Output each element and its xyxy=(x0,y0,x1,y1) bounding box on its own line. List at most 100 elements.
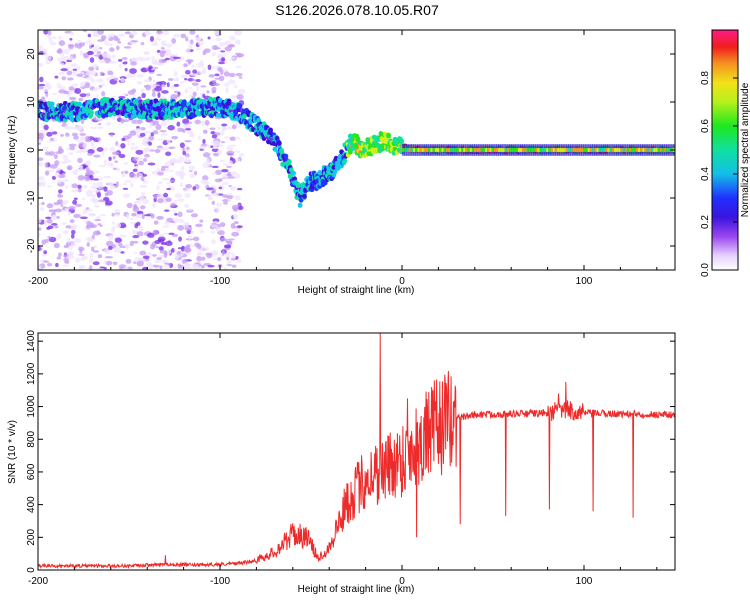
heatmap-cell xyxy=(88,66,95,71)
heatmap-cell xyxy=(89,213,97,217)
heatmap-cell xyxy=(211,148,219,153)
heatmap-cell xyxy=(605,148,609,152)
heatmap-cell xyxy=(153,220,159,225)
heatmap-cell xyxy=(44,162,49,168)
heatmap-cell xyxy=(51,214,58,220)
heatmap-cell xyxy=(454,148,458,152)
heatmap-cell xyxy=(163,252,168,258)
heatmap-cell xyxy=(661,148,665,152)
heatmap-cell xyxy=(47,140,53,143)
heatmap-cell xyxy=(76,73,83,77)
heatmap-cell xyxy=(98,199,106,203)
heatmap-cell xyxy=(426,148,430,152)
heatmap-cell xyxy=(182,118,190,125)
heatmap-cell xyxy=(65,185,69,189)
heatmap-cell xyxy=(58,199,63,204)
heatmap-cell xyxy=(136,198,140,201)
heatmap-cell xyxy=(64,260,70,264)
heatmap-cell xyxy=(156,185,160,191)
heatmap-cell xyxy=(234,31,238,36)
heatmap-cell xyxy=(139,205,146,210)
heatmap-cell xyxy=(215,132,221,136)
heatmap-cell xyxy=(124,179,132,183)
heatmap-cell xyxy=(204,119,210,126)
heatmap-cell xyxy=(43,250,48,255)
heatmap-cell xyxy=(96,126,104,130)
heatmap-cell xyxy=(150,56,155,60)
heatmap-cell xyxy=(77,101,82,107)
heatmap-cell xyxy=(157,92,161,98)
heatmap-cell xyxy=(176,121,181,127)
heatmap-cell xyxy=(108,43,114,47)
heatmap-cell xyxy=(203,247,210,251)
heatmap-cell xyxy=(633,148,637,152)
heatmap-cell xyxy=(572,148,576,152)
heatmap-cell xyxy=(63,244,69,249)
heatmap-cell xyxy=(195,223,203,228)
heatmap-cell xyxy=(234,136,241,140)
heatmap-cell xyxy=(484,148,488,152)
heatmap-cell xyxy=(58,40,66,47)
heatmap-cell xyxy=(583,148,587,152)
heatmap-cell xyxy=(135,145,139,148)
heatmap-cell xyxy=(611,148,615,152)
heatmap-cell xyxy=(103,186,108,192)
heatmap-cell xyxy=(38,246,41,251)
heatmap-cell xyxy=(226,98,232,104)
heatmap-cell xyxy=(184,203,190,208)
heatmap-cell xyxy=(71,183,79,189)
heatmap-cell xyxy=(49,41,57,46)
heatmap-cell xyxy=(87,50,94,56)
heatmap-cell xyxy=(206,90,210,94)
heatmap-cell xyxy=(561,148,565,152)
heatmap-cell xyxy=(143,51,149,56)
heatmap-cell xyxy=(214,73,220,77)
heatmap-cell xyxy=(513,148,517,152)
heatmap-cell xyxy=(115,213,120,217)
heatmap-cell xyxy=(172,78,179,82)
heatmap-cell xyxy=(434,148,438,152)
heatmap-cell xyxy=(234,195,241,201)
heatmap-cell xyxy=(286,158,292,165)
heatmap-cell xyxy=(602,148,606,152)
heatmap-cell xyxy=(563,148,567,152)
snr-y-tick-label: 0 xyxy=(26,567,37,573)
heatmap-cell xyxy=(233,173,241,180)
heatmap-cell xyxy=(177,211,183,218)
heatmap-cell xyxy=(117,33,126,37)
heatmap-cell xyxy=(79,133,87,136)
heatmap-cell xyxy=(178,236,182,242)
heatmap-cell xyxy=(45,60,52,65)
heatmap-cell xyxy=(47,236,52,239)
heatmap-cell xyxy=(188,43,193,50)
heatmap-cell xyxy=(57,57,63,62)
heatmap-cell xyxy=(62,49,66,54)
heatmap-cell xyxy=(180,166,185,171)
heatmap-cell xyxy=(163,192,169,198)
heatmap-cell xyxy=(226,256,230,260)
heatmap-cell xyxy=(49,169,55,172)
heatmap-cell xyxy=(156,73,163,77)
heatmap-cell xyxy=(113,35,119,41)
heatmap-cell xyxy=(161,84,165,90)
heatmap-cell xyxy=(107,245,113,250)
heatmap-cell xyxy=(152,254,157,257)
heatmap-cell xyxy=(109,47,115,52)
heatmap-cell xyxy=(185,36,189,42)
heatmap-cell xyxy=(59,62,65,66)
heatmap-cell xyxy=(157,236,166,242)
heatmap-cell xyxy=(157,198,164,204)
heatmap-cell xyxy=(228,72,236,78)
heatmap-cell xyxy=(222,201,229,205)
heatmap-cell xyxy=(229,136,236,142)
heatmap-cell xyxy=(66,146,71,151)
heatmap-cell xyxy=(38,227,42,231)
heatmap-cell xyxy=(164,52,173,57)
heatmap-cell xyxy=(98,84,103,88)
heatmap-cell xyxy=(192,236,200,242)
heatmap-cell xyxy=(91,246,95,252)
heatmap-cell xyxy=(220,254,224,258)
heatmap-cell xyxy=(78,264,84,270)
heatmap-cell xyxy=(594,148,598,152)
heatmap-cell xyxy=(184,192,191,198)
